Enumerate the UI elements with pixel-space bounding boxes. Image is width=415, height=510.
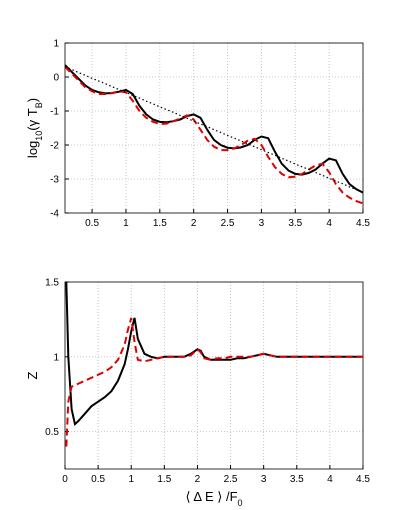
plot-frame xyxy=(64,42,364,214)
subplot: 0 0.5 1 1.5 2 2.5 3 3.5 4 4.50.511.5Z⟨ Δ E ⟩ /F0 xyxy=(25,278,370,509)
x-tick-label: 2 xyxy=(191,218,197,229)
x-tick-label: 1.5 xyxy=(157,474,171,485)
axis-label-part: B xyxy=(34,102,44,108)
data-line xyxy=(65,66,363,205)
axis-label: ⟨ Δ E ⟩ /F0 xyxy=(185,489,242,508)
axis-label: Z xyxy=(25,371,40,379)
x-tick-label: 4 xyxy=(326,218,332,229)
data-line xyxy=(65,282,363,427)
x-tick-label: 0.5 xyxy=(91,474,105,485)
x-tick-label: 4.5 xyxy=(356,474,370,485)
x-tick-label: 4 xyxy=(327,474,333,485)
y-tick-label: 0 xyxy=(53,73,59,84)
x-tick-label: 2.5 xyxy=(224,474,238,485)
axis-label-part: ⟨ Δ E ⟩ /F xyxy=(185,489,237,504)
x-tick-label: 3 xyxy=(261,474,267,485)
axis-label-part: ) xyxy=(25,98,40,102)
y-tick-label: -4 xyxy=(50,209,59,220)
x-tick-label: 4.5 xyxy=(356,218,370,229)
x-tick-label: 1 xyxy=(123,218,129,229)
subplot: 0.5 1 1.5 2 2.5 3 3.5 4 4.5 -4 -3 -2 -1 0 1 log10(γ TB) xyxy=(25,39,370,230)
x-tick-label: 2 xyxy=(195,474,201,485)
y-tick-label: -1 xyxy=(50,107,59,118)
data-line xyxy=(65,317,363,447)
axis-label: log10(γ TB) xyxy=(25,98,44,158)
axis-label-part: 0 xyxy=(238,498,243,508)
data-line xyxy=(65,66,363,194)
x-tick-label: 2.5 xyxy=(221,218,235,229)
axis-label-part: 10 xyxy=(34,131,44,141)
y-tick-label: 1.5 xyxy=(45,278,59,289)
x-tick-label: 3.5 xyxy=(290,474,304,485)
y-tick-label: 1 xyxy=(53,39,59,50)
x-tick-label: 1.5 xyxy=(153,218,167,229)
axis-label-part: (γ T xyxy=(25,108,40,130)
y-tick-label: -2 xyxy=(50,141,59,152)
x-tick-label: 0 xyxy=(62,474,68,485)
y-tick-label: 0.5 xyxy=(45,427,59,438)
y-tick-label: -3 xyxy=(50,175,59,186)
x-tick-label: 0.5 xyxy=(85,218,99,229)
x-tick-label: 1 xyxy=(128,474,134,485)
axis-label-part: Z xyxy=(25,371,40,379)
x-tick-label: 3 xyxy=(259,218,265,229)
x-tick-label: 3.5 xyxy=(288,218,302,229)
y-tick-label: 1 xyxy=(53,352,59,363)
axis-label-part: log xyxy=(25,141,40,158)
plot-frame xyxy=(64,281,364,470)
data-line xyxy=(65,64,363,194)
